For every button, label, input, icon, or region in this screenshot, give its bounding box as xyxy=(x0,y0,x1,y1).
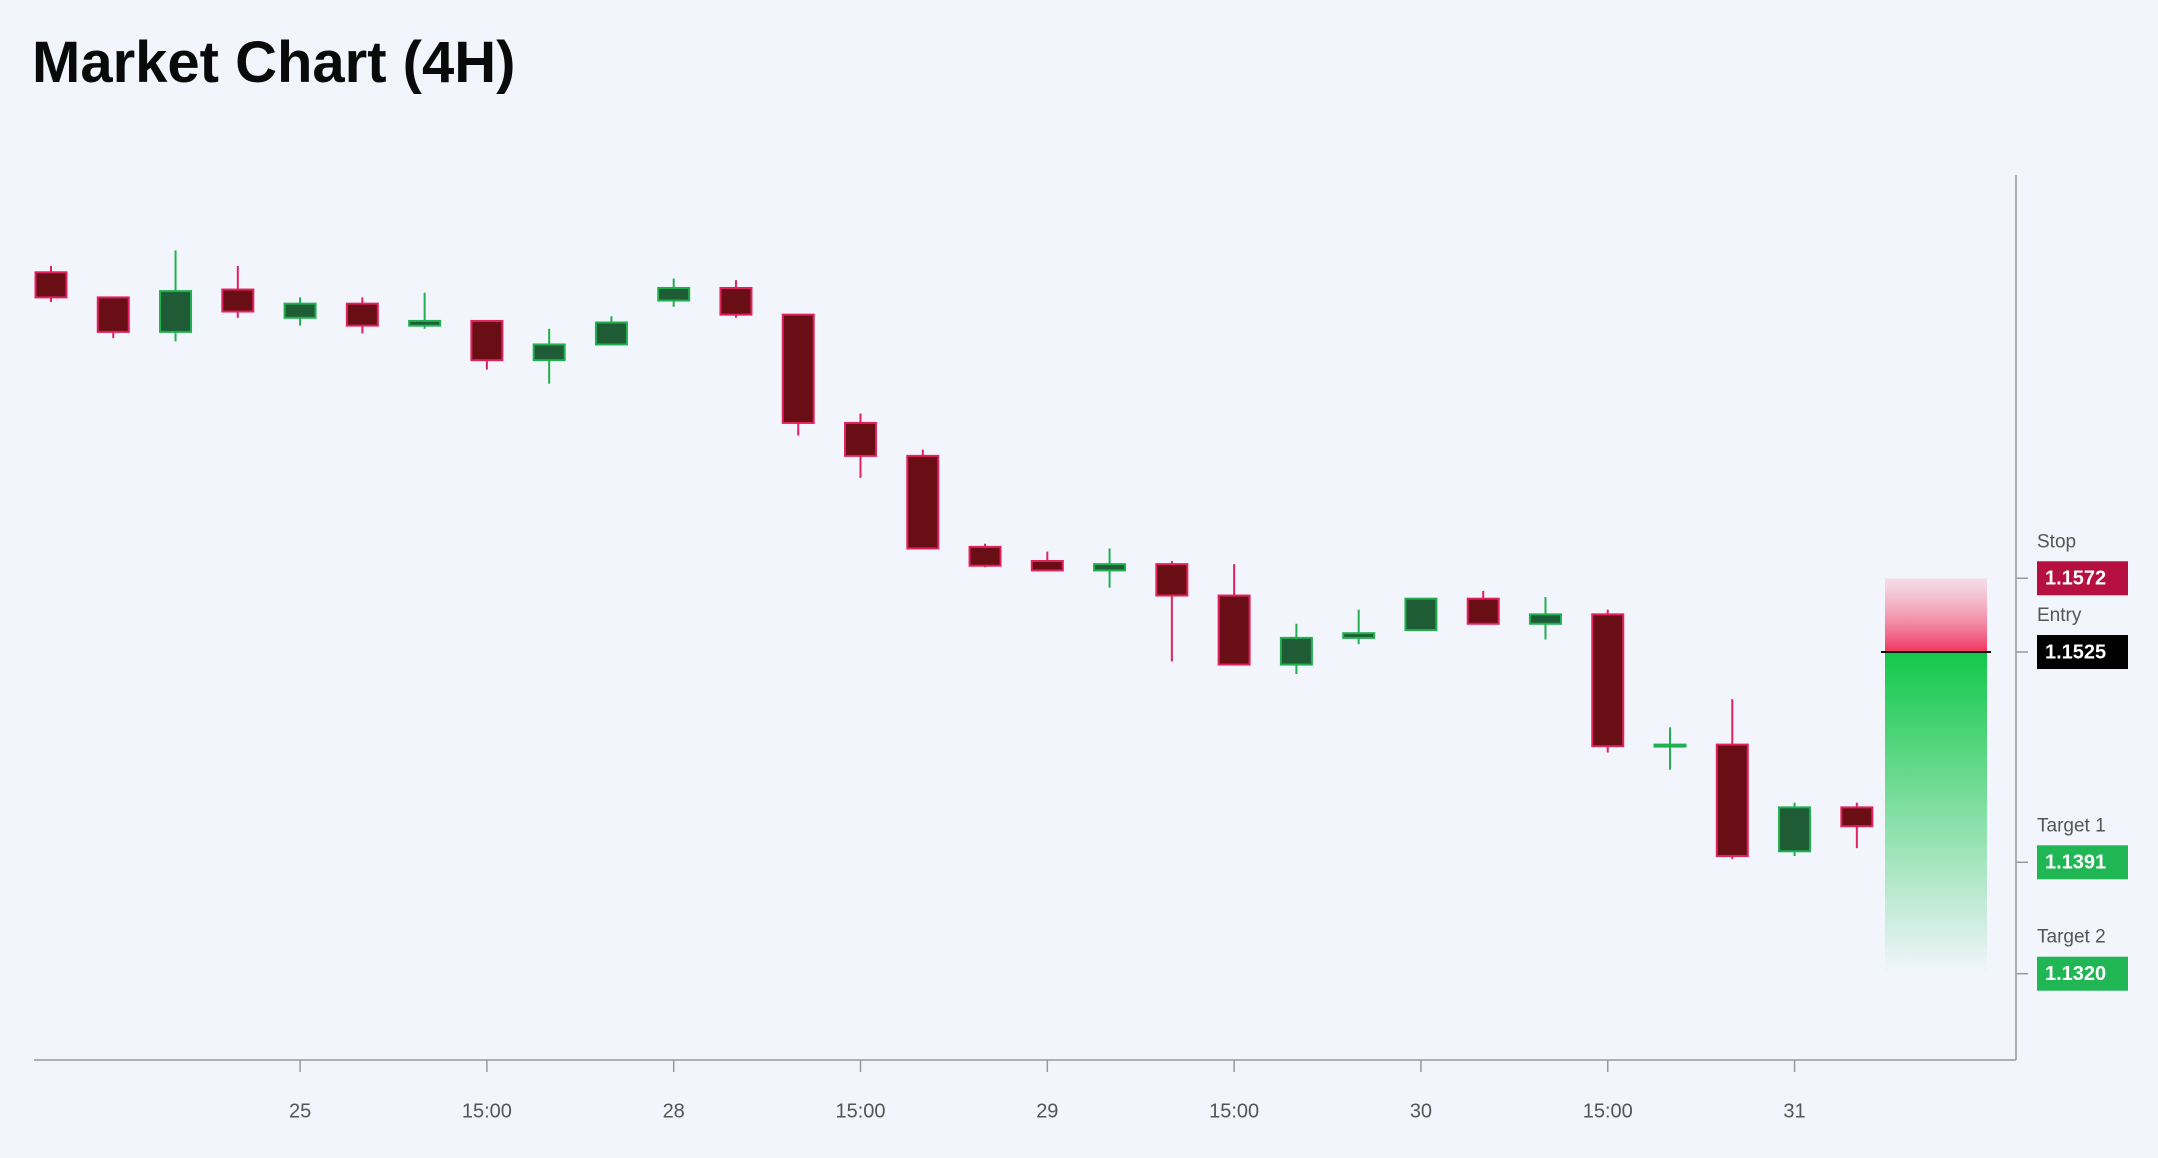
candle-body xyxy=(1653,743,1687,748)
level-box xyxy=(2037,635,2128,670)
candle-body xyxy=(1342,632,1376,639)
candle-body xyxy=(1279,636,1313,666)
level-name: Target 2 xyxy=(2037,927,2106,948)
candle-body xyxy=(221,288,255,313)
x-tick-label: 28 xyxy=(663,1100,685,1122)
x-tick-label: 31 xyxy=(1783,1100,1805,1122)
x-tick-label: 15:00 xyxy=(462,1100,512,1122)
x-tick-label: 15:00 xyxy=(835,1100,885,1122)
candle-body xyxy=(1466,597,1500,625)
level-value: 1.1320 xyxy=(2045,963,2106,985)
candle-body xyxy=(1404,597,1438,632)
level-box xyxy=(2037,561,2128,596)
candle-body xyxy=(1528,613,1562,625)
level-name: Target 1 xyxy=(2037,815,2106,836)
candle-body xyxy=(1155,563,1189,597)
candle-body xyxy=(408,319,442,327)
candle-body xyxy=(719,286,753,316)
candle-body xyxy=(1217,594,1251,666)
candle-body xyxy=(906,454,940,550)
candle-body xyxy=(1840,806,1874,828)
candle-body xyxy=(1715,743,1749,858)
candle-body xyxy=(594,321,628,346)
candle-body xyxy=(532,343,566,362)
candle-body xyxy=(1778,806,1812,853)
candle-body xyxy=(159,290,193,333)
level-value: 1.1525 xyxy=(2045,641,2106,663)
candle-body xyxy=(34,271,68,299)
level-box xyxy=(2037,845,2128,880)
candle-body xyxy=(96,296,130,333)
candle-body xyxy=(470,319,504,362)
candle-body xyxy=(1591,613,1625,748)
level-value: 1.1391 xyxy=(2045,852,2106,874)
x-tick-label: 25 xyxy=(289,1100,311,1122)
level-name: Entry xyxy=(2037,605,2082,626)
candle-body xyxy=(1093,563,1127,572)
candle-body xyxy=(345,302,379,327)
reward-zone xyxy=(1885,652,1987,974)
x-tick-label: 15:00 xyxy=(1209,1100,1259,1122)
level-box xyxy=(2037,956,2128,991)
candle-body xyxy=(283,302,317,319)
chart-title: Market Chart (4H) xyxy=(32,30,515,95)
x-tick-label: 15:00 xyxy=(1583,1100,1633,1122)
risk-zone xyxy=(1885,578,1987,653)
x-tick-label: 29 xyxy=(1036,1100,1058,1122)
candle-body xyxy=(844,421,878,457)
candle-body xyxy=(657,286,691,302)
level-value: 1.1572 xyxy=(2045,568,2106,590)
candle-body xyxy=(781,313,815,424)
level-name: Stop xyxy=(2037,531,2076,552)
x-tick-label: 30 xyxy=(1410,1100,1432,1122)
candle-body xyxy=(1030,560,1064,572)
candle-body xyxy=(968,545,1002,567)
